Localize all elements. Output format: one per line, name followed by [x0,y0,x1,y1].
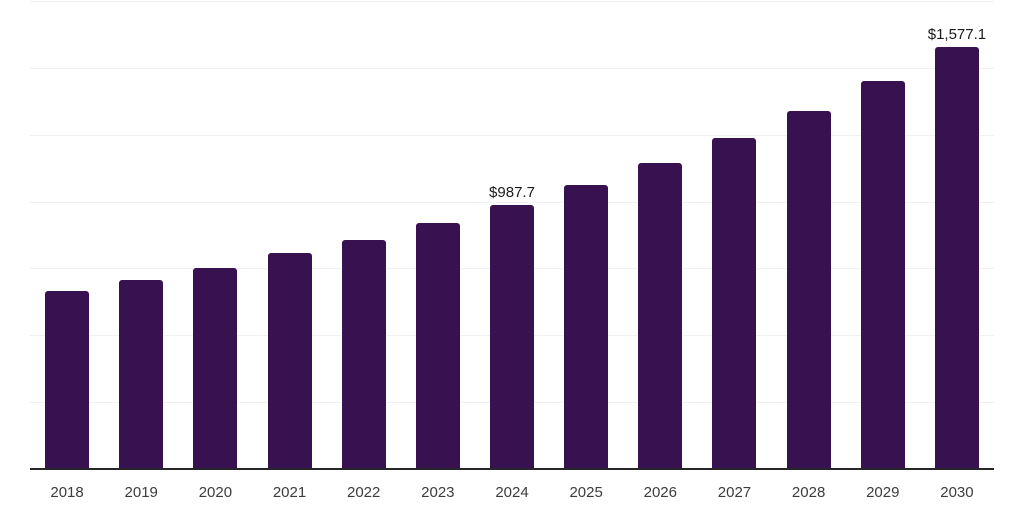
x-tick-2021: 2021 [272,484,307,501]
gridline-1500 [30,68,994,69]
gridline-1750 [30,1,994,2]
bar-2024 [490,205,534,469]
gridline-1250 [30,135,994,136]
bar-2021 [268,253,312,469]
x-tick-2025: 2025 [569,484,603,501]
x-tick-2028: 2028 [791,484,826,501]
value-label-2024: $987.7 [489,184,535,201]
bar-2027 [712,138,756,469]
bar-2030 [935,47,979,469]
bar-2026 [638,163,682,469]
bar-2022 [342,240,386,469]
x-tick-2029: 2029 [866,484,900,501]
bar-2019 [119,280,163,469]
bar-2028 [787,111,831,469]
gridline-1000 [30,202,994,203]
bar-2029 [861,81,905,469]
bar-2025 [564,185,608,469]
x-tick-2030: 2030 [940,484,974,501]
x-tick-2022: 2022 [347,484,381,501]
x-tick-2026: 2026 [643,484,677,501]
bar-2020 [193,268,237,469]
x-tick-2020: 2020 [198,484,233,501]
x-tick-2027: 2027 [717,484,752,501]
bar-2023 [416,223,460,469]
value-label-2030: $1,577.1 [927,26,987,43]
bar-2018 [45,291,89,469]
x-tick-2023: 2023 [421,484,455,501]
x-tick-2024: 2024 [495,484,529,501]
x-tick-2018: 2018 [50,484,84,501]
x-axis-line [30,468,994,470]
x-tick-2019: 2019 [124,484,158,501]
